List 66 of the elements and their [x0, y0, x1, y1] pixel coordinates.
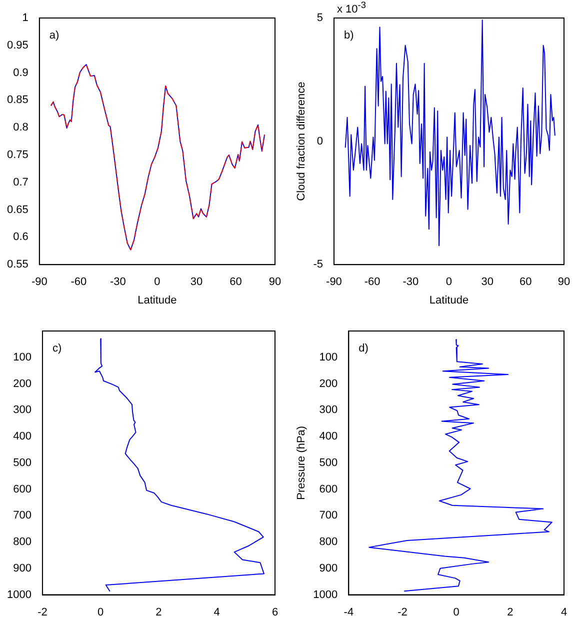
y-tick-label: 900	[13, 562, 32, 574]
x-axis-title: Latitude	[138, 294, 177, 306]
y-axis-title: Pressure (hPa)	[296, 426, 308, 500]
y-tick-label: 800	[319, 536, 338, 548]
y-tick-label: 200	[13, 378, 32, 390]
x-tick-label: -90	[31, 276, 48, 288]
x-tick-label: -60	[70, 276, 87, 288]
annotation: d)	[358, 342, 368, 355]
y-tick-label: 400	[13, 430, 32, 443]
y-tick-label: 700	[319, 510, 338, 522]
y-tick-label: 0.85	[6, 94, 28, 106]
y-tick-label: 200	[319, 378, 338, 390]
x-tick-label: -90	[326, 276, 342, 288]
y-tick-label: 0.75	[6, 149, 28, 162]
x-tick-label: 0	[98, 606, 104, 618]
x-tick-label: 2	[507, 606, 514, 618]
y-tick-label: 500	[319, 456, 338, 469]
x-tick-label: 0	[154, 276, 160, 288]
y-tick-label: 300	[319, 404, 338, 416]
y-tick-label: 300	[13, 404, 32, 416]
y-tick-label: 0.8	[13, 122, 28, 134]
y-tick-label: 0.9	[13, 66, 28, 79]
x-tick-label: -30	[110, 276, 126, 288]
y-tick-label: 0.55	[6, 258, 28, 271]
y-tick-label: 900	[319, 562, 338, 574]
x-tick-label: 4	[214, 606, 220, 618]
y-tick-label: 1000	[6, 588, 32, 601]
y-tick-label: 0.6	[13, 231, 28, 244]
y-tick-label: 0	[316, 135, 323, 148]
x-tick-label: 6	[272, 606, 278, 618]
x-tick-label: -2	[398, 606, 408, 618]
x-tick-label: 2	[156, 606, 162, 618]
y-tick-label: 800	[13, 536, 32, 548]
x-tick-label: 60	[230, 276, 242, 288]
x-tick-label: 0	[453, 606, 460, 618]
y-axis-title: Cloud fraction difference	[296, 82, 308, 201]
x-tick-label: 90	[268, 276, 282, 288]
y-tick-label: 700	[13, 510, 32, 522]
y-tick-label: 0.95	[6, 39, 28, 52]
y-tick-label: 0.65	[6, 204, 28, 216]
y-tick-label: 100	[13, 351, 32, 364]
x-tick-label: 0	[446, 276, 452, 288]
y-tick-label: -5	[313, 258, 323, 271]
y-tick-label: 600	[319, 483, 338, 496]
x-tick-label: 4	[560, 606, 568, 618]
y-tick-label: 0.7	[13, 176, 28, 188]
annotation: b)	[344, 30, 354, 42]
x-tick-label: -30	[402, 276, 419, 288]
text: x 10$^{-3}$	[337, 0, 366, 16]
x-axis-title: Latitude	[429, 294, 469, 306]
x-tick-label: 60	[520, 276, 532, 288]
x-tick-label: -2	[38, 606, 48, 618]
x-tick-label: -4	[344, 606, 354, 618]
x-tick-label: -60	[364, 276, 380, 288]
y-tick-label: 100	[319, 351, 338, 364]
x-tick-label: 90	[558, 276, 570, 288]
y-tick-label: 5	[316, 12, 323, 24]
annotation: c)	[52, 342, 62, 355]
y-tick-label: 1000	[313, 588, 338, 601]
y-tick-label: 600	[13, 483, 32, 496]
annotation: a)	[49, 30, 60, 42]
y-tick-label: 1	[22, 12, 28, 24]
y-tick-label: 500	[13, 456, 32, 469]
x-tick-label: 30	[190, 276, 203, 288]
y-tick-label: 400	[319, 430, 338, 443]
x-tick-label: 30	[481, 276, 494, 288]
